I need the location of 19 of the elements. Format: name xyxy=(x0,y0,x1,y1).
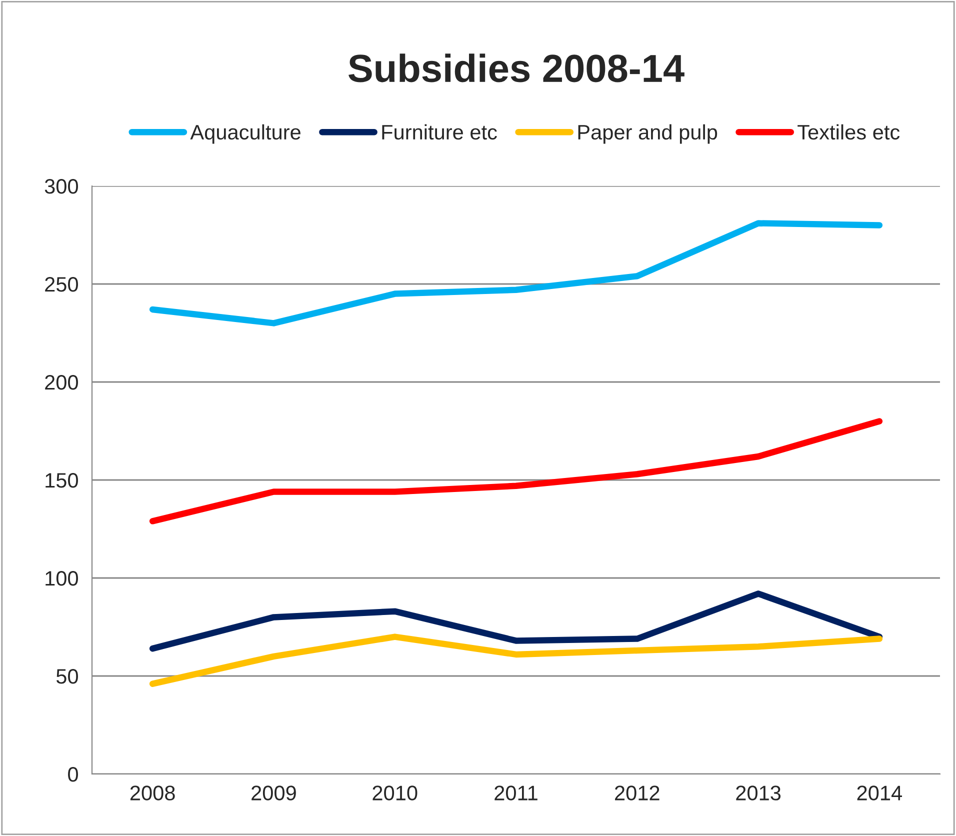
y-tick-label: 300 xyxy=(44,179,78,194)
y-tick-label: 0 xyxy=(68,767,78,782)
y-tick-label: 150 xyxy=(46,473,78,488)
legend-label: Textiles etc xyxy=(798,124,900,140)
legend-label: Furniture etc xyxy=(382,124,497,140)
x-tick-label: 2011 xyxy=(494,786,538,800)
x-tick-label: 2009 xyxy=(252,786,296,800)
legend-label: Aquaculture xyxy=(190,124,300,144)
chart-title: Subsidies 2008-14 xyxy=(348,54,684,82)
x-tick-label: 2010 xyxy=(372,786,418,800)
y-tick-label: 100 xyxy=(46,571,78,586)
legend-label: Paper and pulp xyxy=(578,124,718,144)
x-tick-label: 2012 xyxy=(615,786,660,800)
y-tick-label: 200 xyxy=(45,375,78,390)
x-tick-label: 2008 xyxy=(130,786,175,800)
y-tick-label: 250 xyxy=(45,277,78,292)
x-tick-label: 2013 xyxy=(736,786,781,800)
x-tick-label: 2014 xyxy=(857,786,902,800)
y-tick-label: 50 xyxy=(56,669,78,684)
